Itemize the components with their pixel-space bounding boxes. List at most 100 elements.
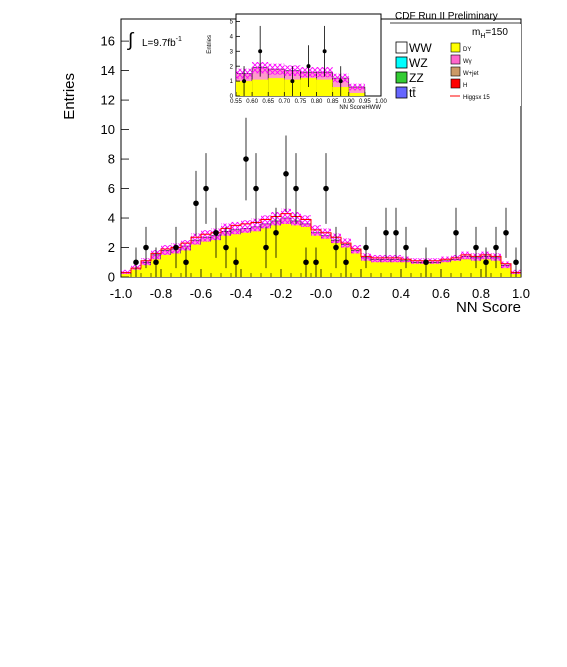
inset-x-tick-label: 0.85 xyxy=(327,99,339,105)
main-data-point xyxy=(283,171,289,177)
main-data-point xyxy=(513,259,519,266)
inset-x-tick-label: 0.55 xyxy=(230,99,242,105)
inset-x-tick-label: 0.60 xyxy=(246,99,258,105)
main-y-tick-label: 14 xyxy=(101,63,115,78)
main-y-tick-label: 16 xyxy=(101,34,115,49)
inset-x-axis-title: NN ScoreHWW xyxy=(339,105,381,111)
main-data-point xyxy=(173,244,179,251)
main-data-point xyxy=(483,259,489,266)
main-data-point xyxy=(393,229,399,236)
legend-swatch xyxy=(450,42,461,53)
main-data-points xyxy=(133,117,519,277)
main-dy-bar xyxy=(251,231,261,277)
inset-y-tick-label: 2 xyxy=(230,64,234,70)
legend-swatch xyxy=(450,78,461,89)
inset-x-tick-label: 1.00 xyxy=(375,99,387,105)
inset-y-axis-title: Entries xyxy=(207,35,213,54)
main-x-tick-label: 1.0 xyxy=(512,286,530,301)
main-uncertainty-band xyxy=(201,230,211,245)
inset-x-tick-label: 0.75 xyxy=(295,99,307,105)
legend-swatch xyxy=(395,86,408,99)
main-dy-bar xyxy=(471,260,481,277)
main-uncertainty-band xyxy=(341,238,351,251)
main-data-point xyxy=(503,229,509,236)
main-x-tick-label: -0.4 xyxy=(230,286,252,301)
main-x-tick-label: -0.8 xyxy=(150,286,172,301)
legend-swatch xyxy=(395,71,408,84)
inset-data-point xyxy=(338,79,343,84)
main-x-tick-label: -0.0 xyxy=(310,286,332,301)
main-data-point xyxy=(153,259,159,266)
mass-symbol: m xyxy=(472,27,480,38)
main-dy-bar xyxy=(211,240,221,277)
main-y-tick-label: 6 xyxy=(108,181,115,196)
main-data-point xyxy=(343,259,349,266)
main-uncertainty-band xyxy=(161,245,171,256)
main-data-point xyxy=(233,259,239,266)
main-dy-bar xyxy=(401,262,411,277)
main-y-tick-label: 8 xyxy=(108,152,115,167)
main-uncertainty-band xyxy=(301,215,311,233)
main-y-tick-label: 12 xyxy=(101,93,115,108)
inset-data-points xyxy=(242,25,343,96)
inset-x-tick-label: 0.95 xyxy=(359,99,371,105)
main-data-point xyxy=(493,244,499,251)
main-dy-bar xyxy=(391,262,401,277)
main-data-point xyxy=(453,229,459,236)
main-data-point xyxy=(263,244,269,251)
lumi-text: L=9.7fb xyxy=(142,38,176,49)
main-data-point xyxy=(313,259,319,266)
inset-y-tick-label: 4 xyxy=(230,34,234,40)
main-data-point xyxy=(423,259,429,266)
legend-label: WZ xyxy=(409,56,428,70)
main-uncertainty-band xyxy=(241,220,251,237)
main-uncertainty-band xyxy=(251,218,261,236)
inset-y-tick-label: 1 xyxy=(230,79,234,85)
main-x-tick-label: 0.2 xyxy=(352,286,370,301)
main-uncertainty-band xyxy=(281,208,291,228)
main-dy-bar xyxy=(461,259,471,277)
main-data-point xyxy=(403,244,409,251)
main-uncertainty-band xyxy=(381,254,391,264)
legend-label: WW xyxy=(409,41,432,55)
legend-label: W+jet xyxy=(463,71,479,77)
main-dy-bar xyxy=(191,244,201,277)
main-dy-bar xyxy=(431,263,441,277)
main-dy-bar xyxy=(201,241,211,277)
legend-label: Wγ xyxy=(463,59,472,65)
main-dy-bar xyxy=(121,274,131,277)
main-data-point xyxy=(473,244,479,251)
main-data-point xyxy=(323,185,329,192)
main-uncertainty-band xyxy=(451,254,461,264)
main-plot: -1.0 -0.8 -0.6 -0.4 -0.2 -0.0 0.2 0.4 0.6 0.8 1.0 … xyxy=(61,18,530,316)
main-data-point xyxy=(383,229,389,236)
inset-y-tick-label: 0 xyxy=(230,94,234,100)
inset-data-point xyxy=(242,79,247,84)
legend-label: tt̄ xyxy=(409,86,416,100)
main-dy-bar xyxy=(501,268,511,277)
main-dy-bar xyxy=(491,260,501,277)
inset-x-axis: 0.55 0.60 0.65 0.70 0.75 0.80 0.85 0.90 0.95 1.00 xyxy=(230,92,387,105)
legend-label: H xyxy=(463,83,467,89)
main-dy-bar xyxy=(161,254,171,277)
main-x-tick-label: -0.6 xyxy=(190,286,212,301)
main-x-tick-label: 0.6 xyxy=(432,286,450,301)
main-dy-bar xyxy=(381,262,391,277)
inset-x-tick-label: 0.70 xyxy=(278,99,290,105)
main-y-tick-label: 0 xyxy=(108,270,115,285)
main-dy-bar xyxy=(321,238,331,277)
legend-label: ZZ xyxy=(409,71,424,85)
main-x-tick-label: -0.2 xyxy=(270,286,292,301)
main-x-axis-title: NN Score xyxy=(456,299,521,316)
inset-data-point xyxy=(306,64,311,69)
main-data-point xyxy=(273,229,279,236)
main-x-axis: -1.0 -0.8 -0.6 -0.4 -0.2 -0.0 0.2 0.4 0.6 0.8 1.0 xyxy=(110,269,530,301)
main-dy-bar xyxy=(241,232,251,277)
integral-symbol: ∫ xyxy=(127,30,135,51)
main-data-point xyxy=(243,156,249,162)
main-data-point xyxy=(133,259,139,266)
inset-y-tick-label: 5 xyxy=(230,20,234,26)
main-uncertainty-band xyxy=(191,233,201,247)
